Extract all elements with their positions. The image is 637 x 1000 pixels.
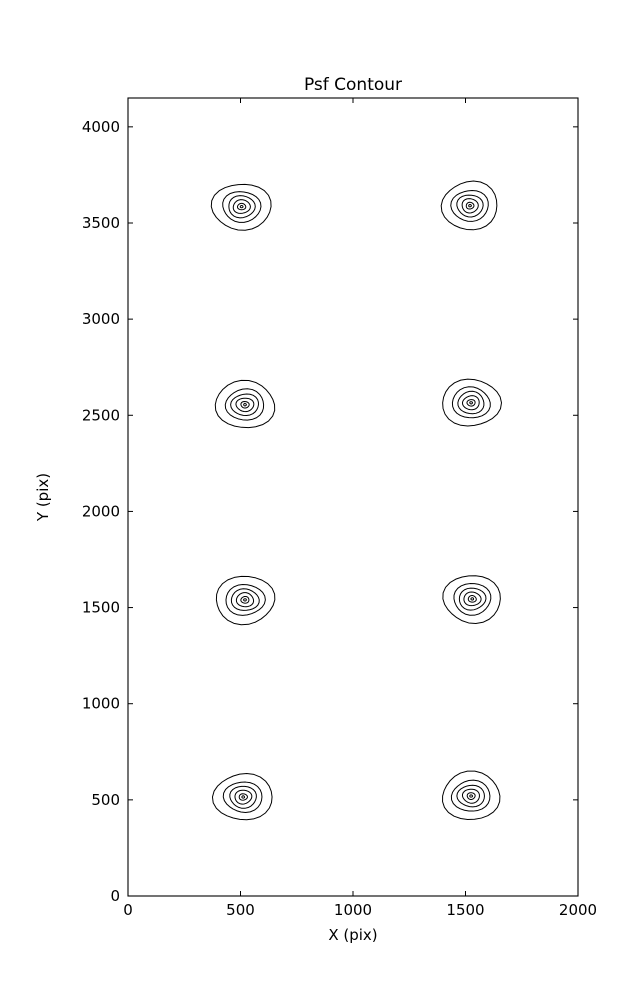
- contour-level: [442, 378, 502, 427]
- contour-level: [466, 399, 476, 407]
- psf-spot: [210, 183, 272, 231]
- contour-level: [211, 772, 273, 821]
- y-tick-label: 2500: [82, 406, 120, 424]
- axes-frame: [127, 97, 579, 897]
- contour-level: [229, 785, 257, 809]
- contour-level: [461, 788, 480, 804]
- x-axis-label: X (pix): [328, 926, 377, 944]
- y-tick-label: 0: [110, 887, 120, 905]
- contour-level: [215, 575, 276, 626]
- contour-level: [234, 789, 253, 805]
- contour-level: [458, 587, 487, 611]
- y-tick-label: 4000: [82, 118, 120, 136]
- psf-spot: [442, 770, 501, 820]
- contour-level: [442, 770, 501, 820]
- contour-level: [228, 195, 256, 219]
- contour-level: [240, 401, 250, 409]
- contour-level: [230, 393, 259, 417]
- psf-spot: [442, 575, 501, 625]
- contour-level: [457, 390, 485, 415]
- psf-spot: [442, 378, 502, 427]
- contour-level: [238, 793, 248, 801]
- y-axis-ticks: 0 500 1000 1500 2000 2500 3000 3500 4000: [82, 118, 578, 905]
- psf-spot: [215, 575, 276, 626]
- contour-level: [222, 781, 263, 813]
- x-tick-label: 0: [123, 901, 133, 919]
- contour-core: [468, 204, 472, 208]
- contour-level: [210, 183, 272, 231]
- contour-core: [243, 403, 247, 407]
- psf-contours-group: [210, 180, 502, 821]
- y-tick-label: 3000: [82, 310, 120, 328]
- y-tick-label: 1000: [82, 695, 120, 713]
- contour-core: [469, 401, 473, 405]
- contour-level: [235, 397, 255, 413]
- contour-core: [239, 204, 244, 209]
- y-tick-label: 3500: [82, 214, 120, 232]
- contour-level: [224, 388, 265, 421]
- chart-title: Psf Contour: [304, 75, 402, 95]
- x-tick-label: 500: [226, 901, 255, 919]
- contour-level: [456, 194, 484, 218]
- contour-level: [236, 202, 247, 211]
- contour-level: [456, 784, 485, 808]
- contour-level: [240, 595, 250, 604]
- contour-level: [451, 386, 491, 419]
- y-axis-label: Y (pix): [34, 473, 52, 522]
- contour-core: [470, 597, 475, 601]
- y-tick-label: 2000: [82, 502, 120, 520]
- x-tick-label: 1500: [446, 901, 484, 919]
- contour-level: [466, 792, 476, 800]
- contour-core: [469, 794, 474, 798]
- y-tick-label: 1500: [82, 599, 120, 617]
- contour-level: [463, 591, 482, 607]
- contour-level: [222, 191, 262, 223]
- contour-level: [442, 575, 501, 625]
- contour-core: [241, 795, 246, 799]
- contour-level: [214, 379, 276, 429]
- contour-level: [235, 592, 255, 608]
- psf-spot: [211, 772, 273, 821]
- psf-spot: [214, 379, 276, 429]
- contour-level: [461, 395, 480, 411]
- contour-level: [453, 583, 492, 616]
- y-tick-label: 500: [91, 791, 120, 809]
- contour-level: [232, 199, 251, 214]
- x-tick-label: 2000: [559, 901, 597, 919]
- contour-level: [450, 779, 491, 812]
- contour-level: [461, 198, 479, 214]
- contour-level: [230, 588, 260, 611]
- contour-level: [440, 180, 498, 231]
- x-tick-label: 1000: [334, 901, 372, 919]
- contour-level: [225, 584, 266, 616]
- psf-spot: [440, 180, 498, 231]
- x-axis-ticks: 0 500 1000 1500 2000: [123, 98, 597, 919]
- contour-level: [450, 190, 489, 222]
- contour-core: [243, 598, 247, 602]
- contour-level: [465, 201, 475, 210]
- contour-level: [467, 595, 477, 603]
